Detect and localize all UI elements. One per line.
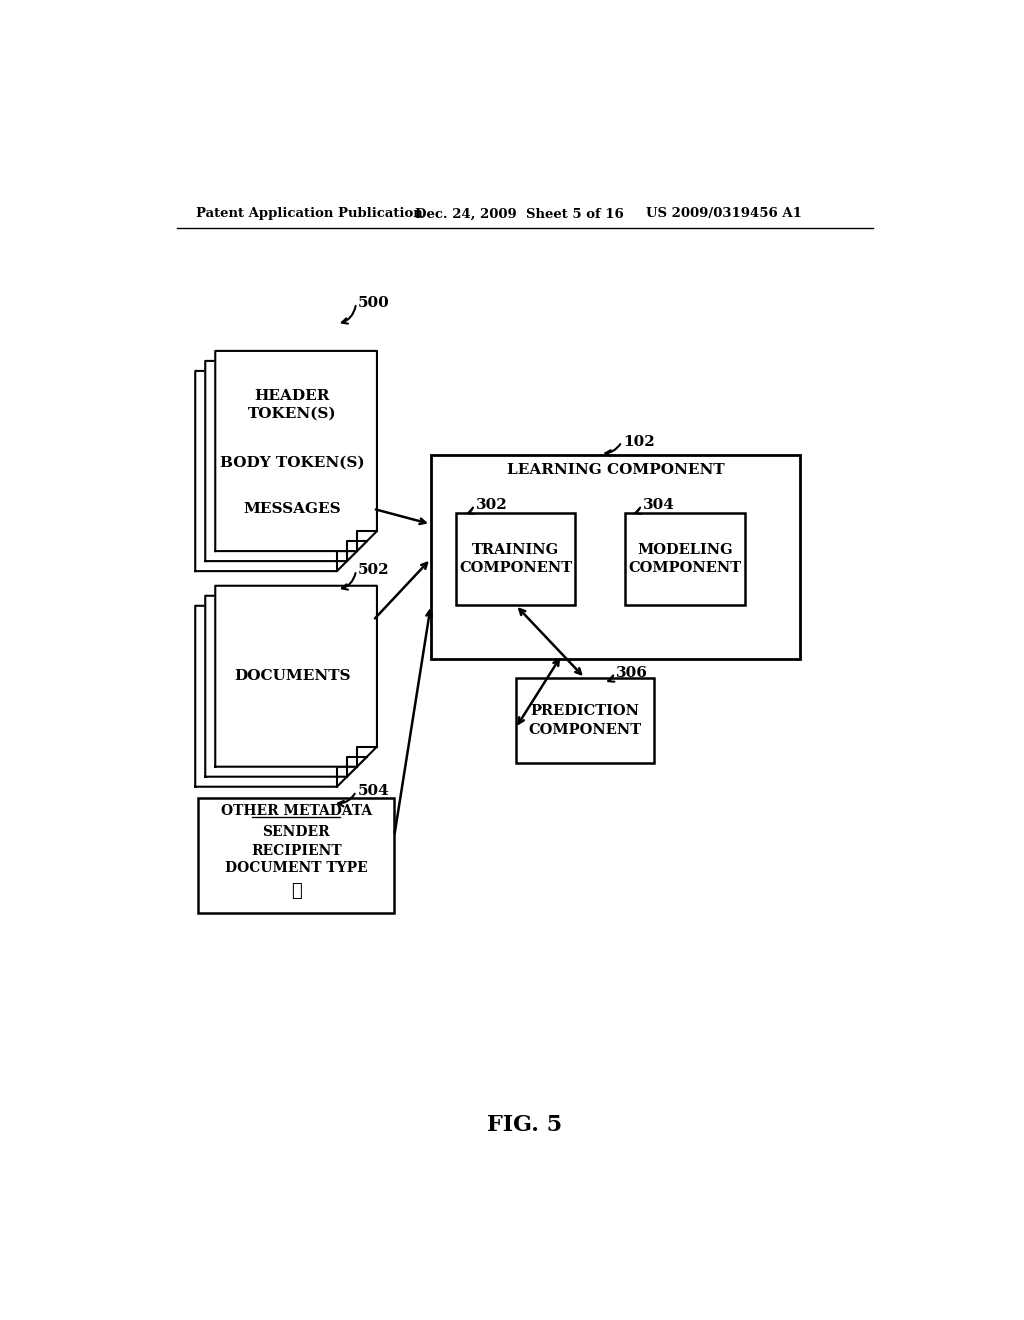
Text: HEADER
TOKEN(S): HEADER TOKEN(S) — [248, 389, 337, 421]
Text: ⋮: ⋮ — [291, 883, 301, 900]
Text: 502: 502 — [357, 564, 389, 577]
Text: Dec. 24, 2009  Sheet 5 of 16: Dec. 24, 2009 Sheet 5 of 16 — [416, 207, 625, 220]
Polygon shape — [196, 371, 357, 572]
Text: DOCUMENT TYPE: DOCUMENT TYPE — [224, 862, 368, 875]
Polygon shape — [205, 360, 367, 561]
Text: BODY TOKEN(S): BODY TOKEN(S) — [220, 455, 365, 470]
Text: 306: 306 — [615, 665, 647, 680]
Polygon shape — [215, 586, 377, 767]
Polygon shape — [215, 351, 377, 552]
Text: 102: 102 — [624, 434, 655, 449]
Bar — [431, 455, 801, 659]
Text: OTHER METADATA: OTHER METADATA — [220, 804, 372, 818]
Text: MODELING
COMPONENT: MODELING COMPONENT — [629, 543, 741, 576]
Text: MESSAGES: MESSAGES — [244, 502, 341, 516]
Text: TRAINING
COMPONENT: TRAINING COMPONENT — [459, 543, 572, 576]
Text: Patent Application Publication: Patent Application Publication — [196, 207, 423, 220]
Polygon shape — [196, 606, 357, 787]
Bar — [456, 512, 575, 605]
Text: FIG. 5: FIG. 5 — [487, 1114, 562, 1135]
Text: 500: 500 — [357, 296, 389, 310]
Text: SENDER: SENDER — [262, 825, 330, 840]
Text: DOCUMENTS: DOCUMENTS — [234, 669, 350, 682]
Text: US 2009/0319456 A1: US 2009/0319456 A1 — [646, 207, 803, 220]
Text: 302: 302 — [475, 498, 507, 512]
Text: 504: 504 — [357, 784, 389, 799]
Bar — [626, 512, 744, 605]
Bar — [198, 797, 394, 913]
Text: 304: 304 — [643, 498, 675, 512]
Text: PREDICTION
COMPONENT: PREDICTION COMPONENT — [528, 705, 641, 737]
Polygon shape — [205, 595, 367, 776]
Text: RECIPIENT: RECIPIENT — [251, 845, 341, 858]
Bar — [515, 678, 654, 763]
Text: LEARNING COMPONENT: LEARNING COMPONENT — [507, 463, 724, 478]
